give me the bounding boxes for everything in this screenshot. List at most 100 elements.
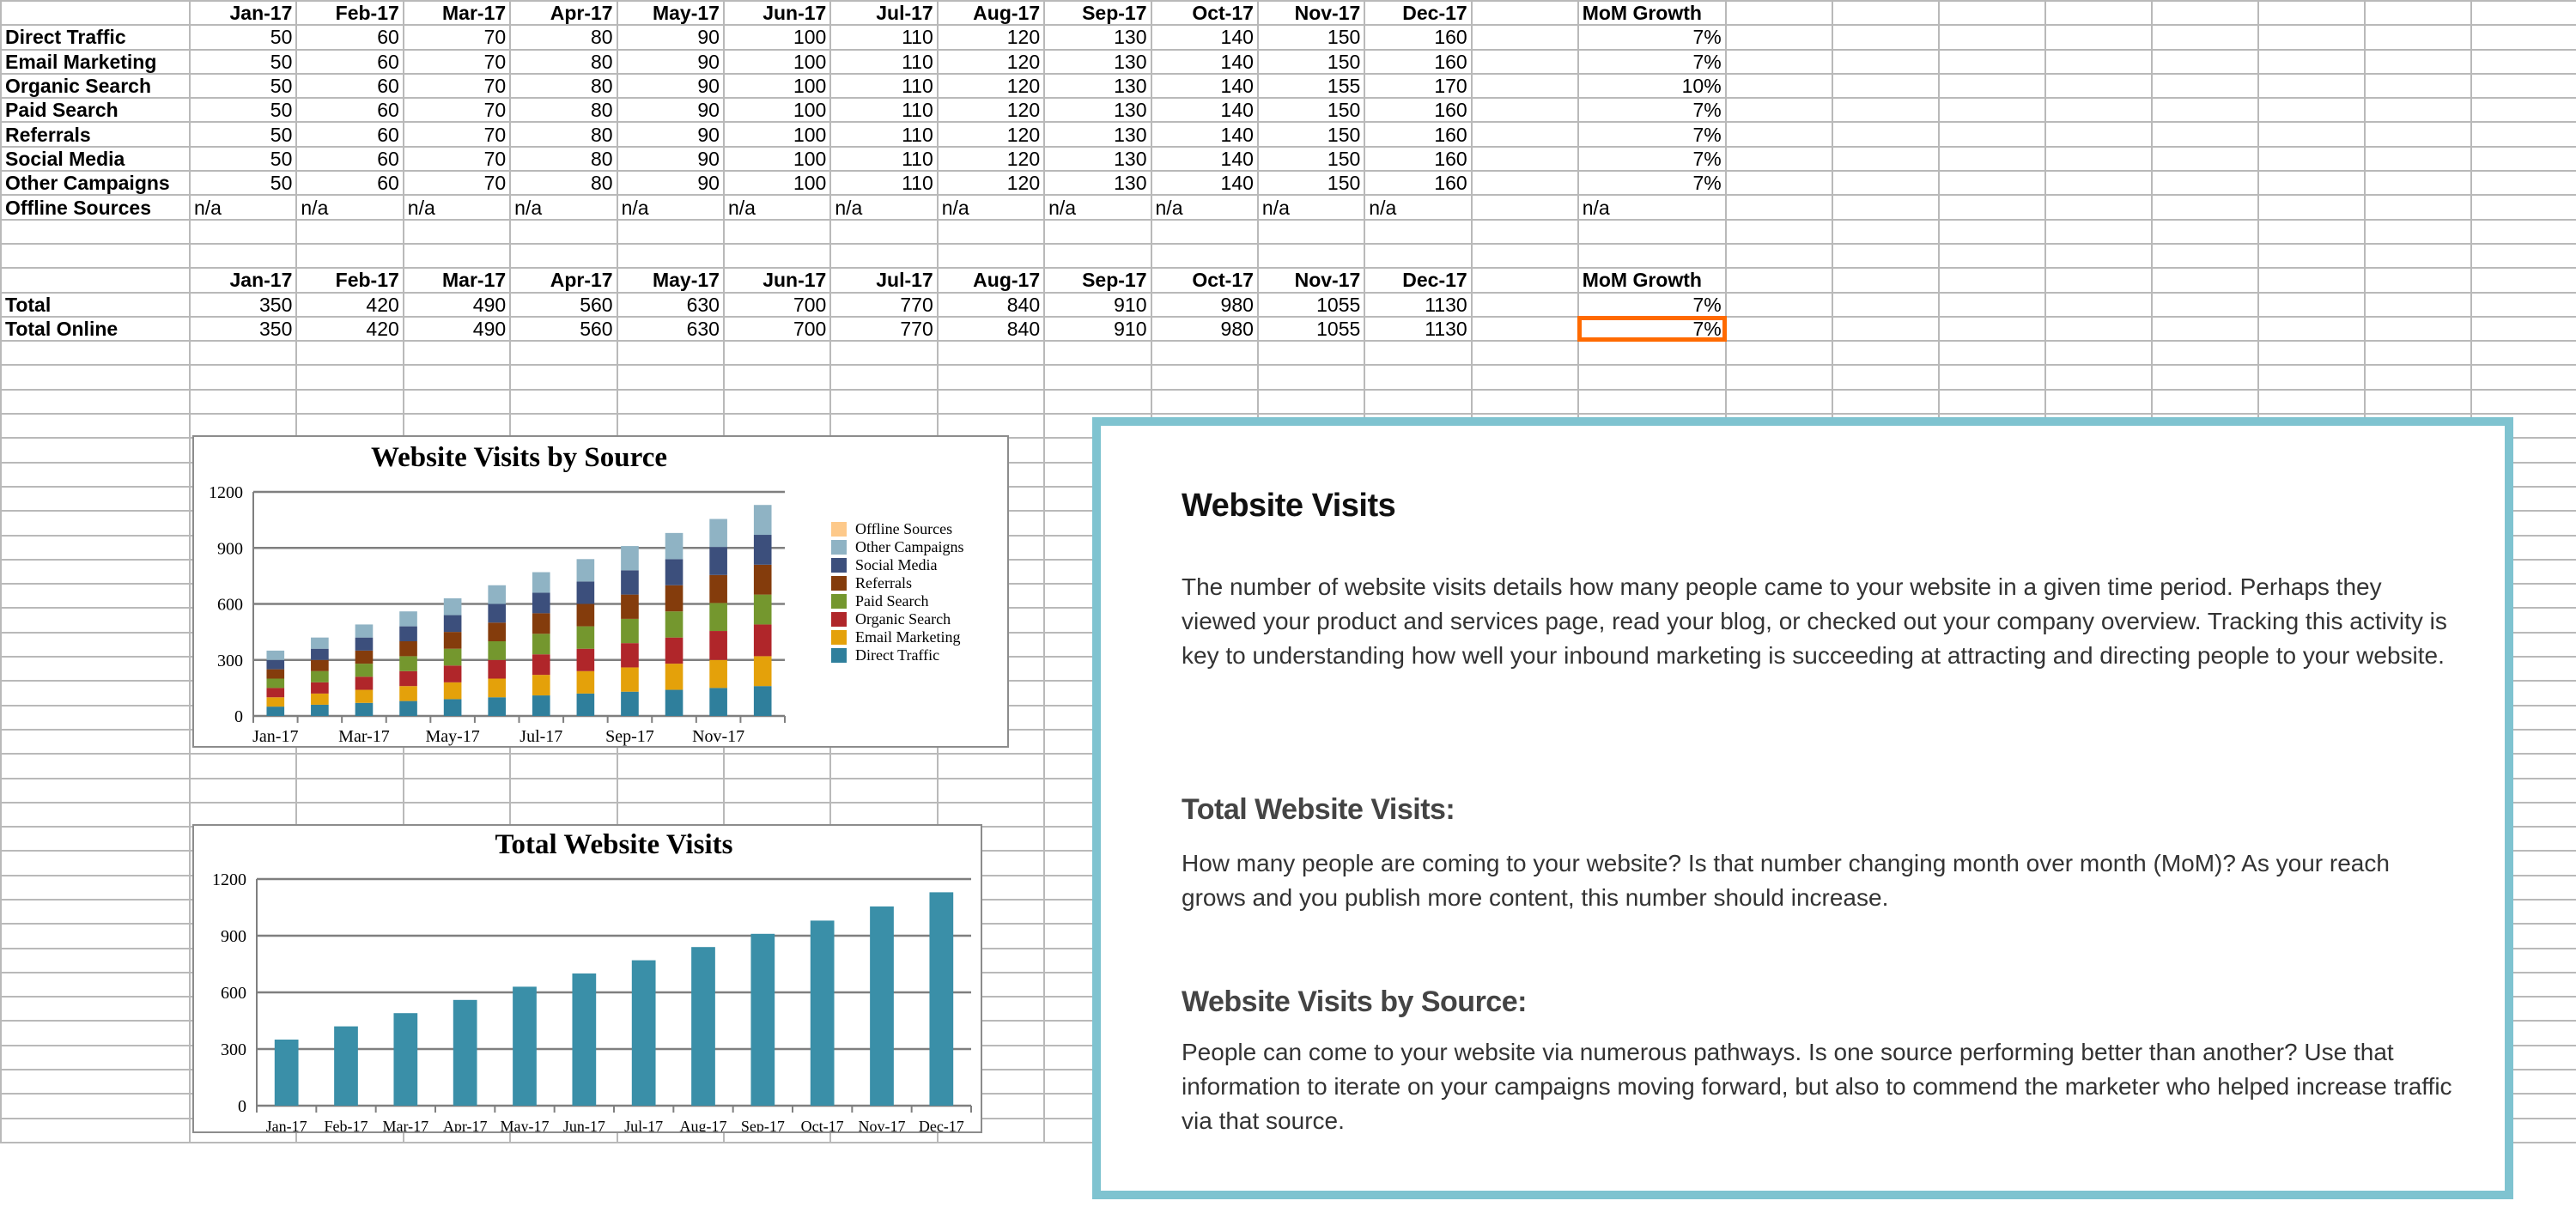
value-cell[interactable]: 110 — [829, 170, 939, 197]
cell[interactable] — [0, 607, 191, 634]
cell[interactable] — [1937, 267, 2046, 294]
month-header[interactable]: Jul-17 — [829, 0, 939, 27]
cell[interactable] — [1150, 218, 1259, 245]
cell[interactable] — [2470, 242, 2576, 270]
cell[interactable] — [2470, 388, 2576, 415]
value-cell[interactable]: 60 — [295, 145, 404, 173]
cell[interactable] — [2150, 242, 2259, 270]
value-cell[interactable]: 150 — [1256, 170, 1366, 197]
value-cell[interactable]: 130 — [1043, 145, 1152, 173]
value-cell[interactable]: 100 — [722, 170, 832, 197]
cell[interactable] — [1043, 218, 1152, 245]
cell[interactable] — [2150, 48, 2259, 75]
cell[interactable] — [295, 340, 404, 367]
value-cell[interactable]: n/a — [936, 194, 1046, 221]
cell[interactable] — [2044, 242, 2153, 270]
month-header[interactable]: Dec-17 — [1364, 267, 1473, 294]
cell[interactable] — [2470, 24, 2576, 51]
cell[interactable] — [402, 801, 512, 828]
growth-cell[interactable]: 7% — [1577, 145, 1727, 173]
cell[interactable] — [1470, 145, 1579, 173]
cell[interactable] — [2150, 0, 2259, 27]
cell[interactable] — [936, 753, 1046, 779]
cell[interactable] — [0, 242, 191, 270]
cell[interactable] — [722, 777, 832, 804]
value-cell[interactable]: 70 — [402, 24, 512, 51]
value-cell[interactable]: 130 — [1043, 121, 1152, 148]
month-header[interactable]: Oct-17 — [1150, 0, 1259, 27]
cell[interactable] — [1470, 170, 1579, 197]
cell[interactable] — [1470, 0, 1579, 27]
value-cell[interactable]: 90 — [616, 24, 725, 51]
value-cell[interactable]: 120 — [936, 121, 1046, 148]
value-cell[interactable]: 80 — [509, 145, 618, 173]
cell[interactable] — [1724, 24, 1833, 51]
cell[interactable] — [2363, 0, 2472, 27]
cell[interactable] — [1937, 24, 2046, 51]
value-cell[interactable]: 100 — [722, 24, 832, 51]
cell[interactable] — [722, 218, 832, 245]
cell[interactable] — [1831, 121, 1940, 148]
cell[interactable] — [1724, 218, 1833, 245]
cell[interactable] — [2150, 340, 2259, 367]
growth-cell[interactable]: 7% — [1577, 24, 1727, 51]
cell[interactable] — [1150, 340, 1259, 367]
cell[interactable] — [2363, 24, 2472, 51]
value-cell[interactable]: 350 — [188, 291, 298, 318]
cell[interactable] — [2150, 145, 2259, 173]
value-cell[interactable]: 1055 — [1256, 291, 1366, 318]
value-cell[interactable]: 155 — [1256, 72, 1366, 100]
growth-cell[interactable]: 7% — [1577, 315, 1727, 343]
cell[interactable] — [1150, 364, 1259, 391]
growth-cell[interactable]: 7% — [1577, 97, 1727, 124]
cell[interactable] — [2150, 170, 2259, 197]
cell[interactable] — [829, 364, 939, 391]
cell[interactable] — [2470, 267, 2576, 294]
value-cell[interactable]: 560 — [509, 291, 618, 318]
cell[interactable] — [2044, 24, 2153, 51]
cell[interactable] — [0, 340, 191, 367]
cell[interactable] — [2044, 388, 2153, 415]
value-cell[interactable]: n/a — [1256, 194, 1366, 221]
cell[interactable] — [1831, 242, 1940, 270]
cell[interactable] — [295, 388, 404, 415]
value-cell[interactable]: 150 — [1256, 145, 1366, 173]
cell[interactable] — [2363, 145, 2472, 173]
value-cell[interactable]: 60 — [295, 97, 404, 124]
cell[interactable] — [1937, 48, 2046, 75]
cell[interactable] — [1256, 388, 1366, 415]
cell[interactable] — [1831, 267, 1940, 294]
cell[interactable] — [0, 0, 191, 27]
cell[interactable] — [295, 364, 404, 391]
cell[interactable] — [1470, 97, 1579, 124]
cell[interactable] — [509, 340, 618, 367]
cell[interactable] — [616, 218, 725, 245]
cell[interactable] — [2257, 291, 2366, 318]
cell[interactable] — [402, 364, 512, 391]
value-cell[interactable]: 770 — [829, 291, 939, 318]
cell[interactable] — [402, 388, 512, 415]
cell[interactable] — [2363, 194, 2472, 221]
cell[interactable] — [1831, 218, 1940, 245]
cell[interactable] — [2150, 97, 2259, 124]
row-label[interactable]: Referrals — [0, 121, 191, 148]
cell[interactable] — [0, 656, 191, 682]
cell[interactable] — [2257, 267, 2366, 294]
cell[interactable] — [2363, 291, 2472, 318]
value-cell[interactable]: 90 — [616, 48, 725, 75]
cell[interactable] — [1364, 388, 1473, 415]
cell[interactable] — [1724, 388, 1833, 415]
month-header[interactable]: Jun-17 — [722, 0, 832, 27]
value-cell[interactable]: 100 — [722, 72, 832, 100]
month-header[interactable]: Sep-17 — [1043, 267, 1152, 294]
value-cell[interactable]: 630 — [616, 315, 725, 343]
cell[interactable] — [1831, 291, 1940, 318]
cell[interactable] — [2044, 145, 2153, 173]
value-cell[interactable]: 160 — [1364, 121, 1473, 148]
value-cell[interactable]: n/a — [402, 194, 512, 221]
cell[interactable] — [1470, 24, 1579, 51]
value-cell[interactable]: 980 — [1150, 315, 1259, 343]
value-cell[interactable]: 90 — [616, 97, 725, 124]
cell[interactable] — [1470, 194, 1579, 221]
value-cell[interactable]: 490 — [402, 315, 512, 343]
